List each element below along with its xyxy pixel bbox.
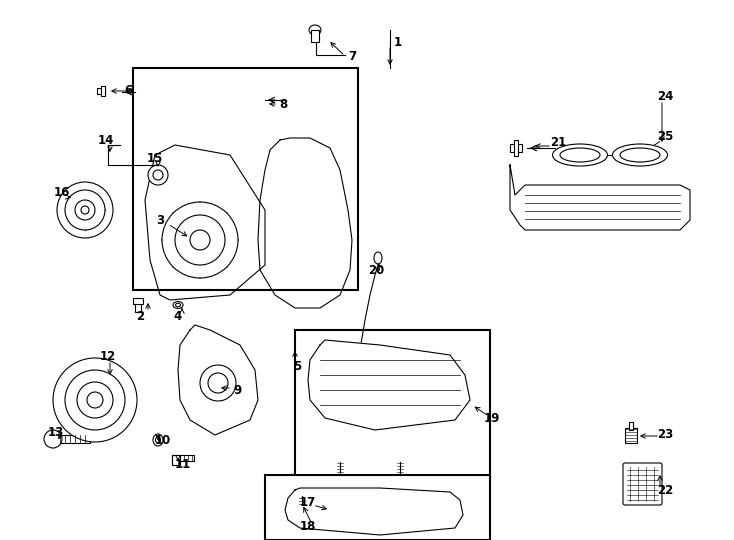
Text: 12: 12 — [100, 349, 116, 362]
Circle shape — [77, 382, 113, 418]
Circle shape — [175, 215, 225, 265]
Ellipse shape — [396, 456, 404, 461]
Ellipse shape — [560, 148, 600, 162]
Text: 6: 6 — [124, 84, 132, 98]
Text: 22: 22 — [657, 483, 673, 496]
Text: 1: 1 — [394, 36, 402, 49]
Bar — [629, 422, 633, 430]
Circle shape — [190, 230, 210, 250]
Text: 11: 11 — [175, 457, 191, 470]
Ellipse shape — [175, 303, 181, 307]
Ellipse shape — [336, 456, 344, 461]
Bar — [97, 88, 105, 94]
Text: 7: 7 — [348, 50, 356, 63]
Text: 23: 23 — [657, 429, 673, 442]
Circle shape — [148, 165, 168, 185]
Circle shape — [153, 170, 163, 180]
Ellipse shape — [620, 148, 660, 162]
Bar — [295, 330, 490, 478]
Ellipse shape — [250, 98, 256, 103]
Text: 16: 16 — [54, 186, 70, 199]
Ellipse shape — [374, 252, 382, 264]
Polygon shape — [308, 340, 470, 430]
Ellipse shape — [299, 489, 305, 495]
Text: 9: 9 — [234, 383, 242, 396]
Ellipse shape — [302, 143, 318, 153]
Circle shape — [200, 365, 236, 401]
Ellipse shape — [173, 301, 183, 308]
Text: 10: 10 — [155, 434, 171, 447]
FancyBboxPatch shape — [623, 463, 662, 505]
Text: 25: 25 — [657, 130, 673, 143]
Ellipse shape — [153, 434, 163, 446]
Text: 19: 19 — [484, 411, 500, 424]
Text: 4: 4 — [174, 309, 182, 322]
Bar — [510, 144, 522, 152]
Text: 24: 24 — [657, 90, 673, 103]
Text: 2: 2 — [136, 309, 144, 322]
Text: 3: 3 — [156, 213, 164, 226]
Circle shape — [57, 182, 113, 238]
Text: 17: 17 — [300, 496, 316, 509]
Bar — [50, 435, 90, 443]
Bar — [311, 30, 319, 42]
Bar — [172, 455, 194, 461]
Text: 5: 5 — [293, 360, 301, 373]
Polygon shape — [510, 165, 690, 230]
Ellipse shape — [309, 25, 321, 35]
Bar — [265, 475, 490, 540]
Text: 20: 20 — [368, 264, 384, 276]
Circle shape — [208, 373, 228, 393]
Circle shape — [65, 370, 125, 430]
Circle shape — [294, 274, 306, 286]
Ellipse shape — [612, 144, 667, 166]
Text: 18: 18 — [299, 519, 316, 532]
Ellipse shape — [156, 437, 161, 443]
Text: 13: 13 — [48, 426, 64, 438]
Bar — [101, 86, 105, 96]
Circle shape — [53, 358, 137, 442]
Bar — [625, 428, 637, 443]
Polygon shape — [285, 488, 463, 535]
Bar — [514, 140, 518, 156]
Circle shape — [44, 430, 62, 448]
Text: 21: 21 — [550, 137, 566, 150]
Bar — [133, 68, 358, 290]
Bar — [135, 302, 141, 312]
Circle shape — [75, 200, 95, 220]
Circle shape — [87, 392, 103, 408]
Text: 15: 15 — [147, 152, 163, 165]
Ellipse shape — [246, 95, 260, 105]
Circle shape — [162, 202, 238, 278]
Bar — [133, 298, 143, 304]
Circle shape — [81, 206, 89, 214]
Text: 14: 14 — [98, 133, 115, 146]
Text: 8: 8 — [279, 98, 287, 111]
Bar — [172, 455, 180, 465]
Circle shape — [65, 190, 105, 230]
Ellipse shape — [553, 144, 608, 166]
